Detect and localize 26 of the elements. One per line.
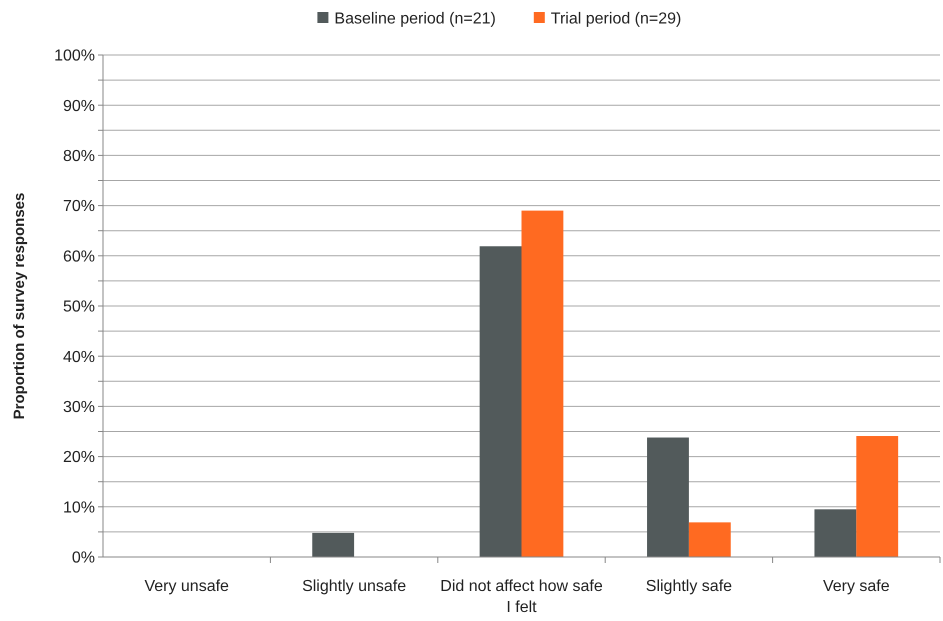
x-tick-label: Did not affect how safe I felt (440, 578, 603, 616)
y-tick-label: 90% (62, 98, 95, 115)
y-tick-label: 20% (62, 449, 95, 466)
y-tick-label: 50% (62, 298, 95, 316)
legend-label: Trial period (n=29) (550, 10, 682, 28)
y-tick-label: 30% (62, 399, 95, 416)
y-tick-label: 10% (62, 499, 95, 516)
bar (688, 522, 731, 557)
bar (480, 246, 522, 557)
y-tick-label: 80% (62, 148, 95, 165)
y-tick-label: 60% (62, 248, 95, 266)
bar (522, 210, 564, 557)
bar (814, 509, 856, 557)
y-axis-title: Proportion of survey responses (11, 192, 28, 420)
x-tick-label: Very unsafe (144, 578, 230, 595)
x-tick-label: Slightly unsafe (302, 578, 406, 595)
bar (312, 532, 354, 557)
x-tick-label: Very safe (822, 578, 890, 595)
legend-label: Baseline period (n=21) (334, 10, 496, 28)
bar (647, 438, 689, 557)
y-tick-label: 70% (62, 198, 95, 216)
y-tick-label: 40% (62, 348, 95, 366)
bar (856, 436, 898, 557)
x-tick-label: Slightly safe (646, 578, 732, 595)
y-tick-label: 0% (72, 550, 95, 567)
y-tick-label: 100% (54, 48, 95, 65)
